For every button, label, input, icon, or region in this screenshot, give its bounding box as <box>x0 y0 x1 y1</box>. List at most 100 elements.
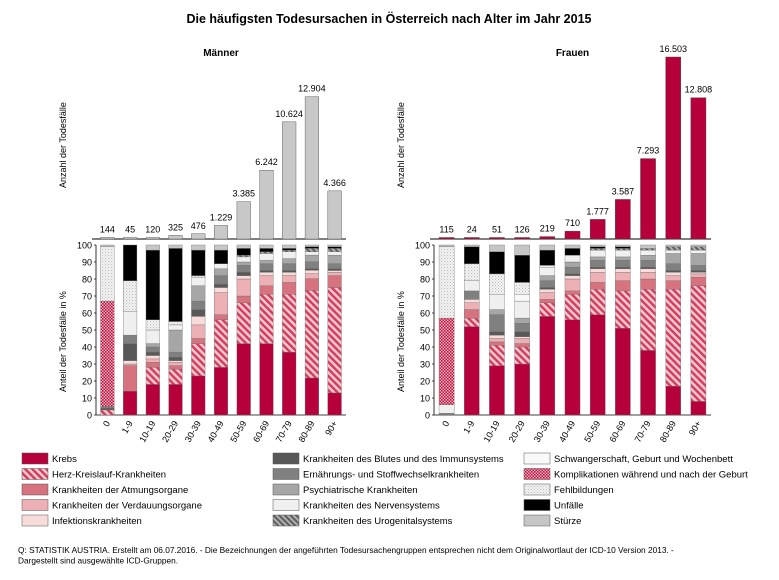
segment-krankheiten-der-atmungsorgane <box>489 341 505 346</box>
legend-item-unfaelle: Unfälle <box>523 499 584 512</box>
count-bar <box>168 235 183 240</box>
count-bar <box>489 237 505 240</box>
segment-infektionskrankheiten <box>615 268 631 273</box>
segment-psychiatrische-krankheiten <box>489 309 505 315</box>
x-tick-label: 30-39 <box>532 419 552 444</box>
segment-infektionskrankheiten <box>327 270 342 273</box>
segment-krebs <box>690 401 707 416</box>
count-bar <box>304 96 319 240</box>
segment-krankheiten-der-atmungsorgane <box>539 299 556 303</box>
segment-psychiatrische-krankheiten <box>145 343 160 348</box>
legend-item-psychiatrische-krankheiten: Psychiatrische Krankheiten <box>272 483 418 496</box>
panel-frauen: Frauen Anzahl der Todesfälle Anteil der To… <box>396 44 712 444</box>
segment-herz-kreislauf-krankheiten <box>145 367 160 385</box>
segment-stuerze <box>304 244 319 247</box>
segment-krankheiten-der-verdauungsorgane <box>327 272 342 276</box>
segment-herz-kreislauf-krankheiten <box>589 289 606 315</box>
count-label: 219 <box>540 224 555 234</box>
segment-krankheiten-des-nervensystems <box>690 249 707 254</box>
segment-stuerze <box>438 244 455 247</box>
segment-krankheiten-des-nervensystems <box>327 251 342 256</box>
segment-krankheiten-der-verdauungsorgane <box>615 272 631 281</box>
y-tick-label: 0 <box>87 411 92 421</box>
segment-stuerze <box>564 244 581 249</box>
segment-psychiatrische-krankheiten <box>168 329 183 353</box>
segment-krankheiten-des-blutes-und-des-immunsystems <box>100 408 115 411</box>
segment-krankheiten-der-verdauungsorgane <box>214 292 228 315</box>
segment-psychiatrische-krankheiten <box>327 255 342 264</box>
segment-herz-kreislauf-krankheiten <box>282 294 297 353</box>
legend-label: Ernährungs- und Stoffwechselkrankheiten <box>303 470 479 481</box>
segment-krankheiten-des-nervensystems <box>259 253 274 261</box>
segment-krankheiten-der-atmungsorgane <box>665 280 681 290</box>
segment-unfaelle <box>615 246 631 249</box>
segment-ernaehrungs-und-stoffwechselkrankheiten <box>327 263 342 269</box>
segment-unfaelle <box>304 246 319 249</box>
segment-ernaehrungs-und-stoffwechselkrankheiten <box>514 323 530 332</box>
legend-swatch <box>523 514 551 527</box>
segment-stuerze <box>514 244 530 256</box>
y-axis-label-percent: Anteil der Todesfälle in % <box>396 291 406 392</box>
segment-psychiatrische-krankheiten <box>615 256 631 261</box>
legend-label: Herz-Kreislauf-Krankheiten <box>52 470 166 481</box>
segment-stuerze <box>145 244 160 251</box>
segment-unfaelle <box>589 246 606 249</box>
count-bar <box>514 237 530 240</box>
y-tick-label: 70 <box>420 292 430 302</box>
segment-psychiatrische-krankheiten <box>214 268 228 276</box>
count-label: 24 <box>467 225 477 235</box>
legend-label: Krankheiten der Verdauungsorgane <box>52 501 202 512</box>
count-label: 710 <box>565 218 580 228</box>
segment-ernaehrungs-und-stoffwechselkrankheiten <box>123 334 138 344</box>
count-label: 16.503 <box>659 44 687 54</box>
y-tick-label: 50 <box>82 326 92 336</box>
y-tick-label: 100 <box>77 241 92 251</box>
count-label: 3.587 <box>612 186 635 196</box>
count-label: 51 <box>492 225 502 235</box>
segment-infektionskrankheiten <box>640 268 656 273</box>
segment-krebs <box>489 365 505 416</box>
segment-krankheiten-des-nervensystems <box>665 249 681 254</box>
x-tick-label: 0 <box>101 419 112 428</box>
count-label: 476 <box>191 221 206 231</box>
legend-item-stuerze: Stürze <box>523 514 581 527</box>
y-axis-label-count: Anzahl der Todesfälle <box>396 102 406 188</box>
segment-herz-kreislauf-krankheiten <box>615 290 631 329</box>
legend-item-krebs: Krebs <box>21 452 77 465</box>
segment-krankheiten-der-verdauungsorgane <box>589 272 606 283</box>
segment-krankheiten-des-blutes-und-des-immunsystems <box>539 287 556 290</box>
legend-swatch <box>523 483 551 496</box>
segment-herz-kreislauf-krankheiten <box>327 287 342 394</box>
count-label: 6.242 <box>255 157 278 167</box>
legend-item-schwangerschaft-geburt-und-wochenbett: Schwangerschaft, Geburt und Wochenbett <box>523 452 733 465</box>
segment-fehlbildungen <box>438 246 455 319</box>
segment-stuerze <box>640 244 656 249</box>
legend-item-krankheiten-der-verdauungsorgane: Krankheiten der Verdauungsorgane <box>21 499 202 512</box>
legend-label: Stürze <box>554 516 581 527</box>
segment-psychiatrische-krankheiten <box>514 317 530 324</box>
segment-krankheiten-der-atmungsorgane <box>168 365 183 370</box>
segment-ernaehrungs-und-stoffwechselkrankheiten <box>438 413 455 416</box>
legend-swatch <box>21 452 49 465</box>
segment-ernaehrungs-und-stoffwechselkrankheiten <box>168 351 183 358</box>
legend-label: Krebs <box>52 454 77 465</box>
segment-krankheiten-des-nervensystems <box>615 249 631 258</box>
segment-krankheiten-der-atmungsorgane <box>564 290 581 295</box>
segment-krankheiten-der-verdauungsorgane <box>236 278 251 297</box>
segment-krankheiten-des-blutes-und-des-immunsystems <box>564 273 581 276</box>
segment-infektionskrankheiten <box>259 272 274 276</box>
segment-krankheiten-des-blutes-und-des-immunsystems <box>327 268 342 271</box>
source-note-line-2: Dargestellt sind ausgewählte ICD-Gruppen… <box>18 556 178 566</box>
segment-infektionskrankheiten <box>214 287 228 293</box>
segment-stuerze <box>168 244 183 249</box>
count-bar <box>191 233 206 240</box>
legend-swatch <box>21 468 49 480</box>
segment-stuerze <box>464 244 480 247</box>
segment-stuerze <box>489 244 505 252</box>
source-note: Q: STATISTIK AUSTRIA. Erstellt am 06.07.… <box>18 545 676 566</box>
segment-infektionskrankheiten <box>690 272 707 275</box>
segment-fehlbildungen <box>100 246 115 302</box>
count-bar <box>145 237 160 240</box>
x-tick-label: 60-69 <box>251 419 271 444</box>
legend-item-krankheiten-des-nervensystems: Krankheiten des Nervensystems <box>272 499 440 512</box>
